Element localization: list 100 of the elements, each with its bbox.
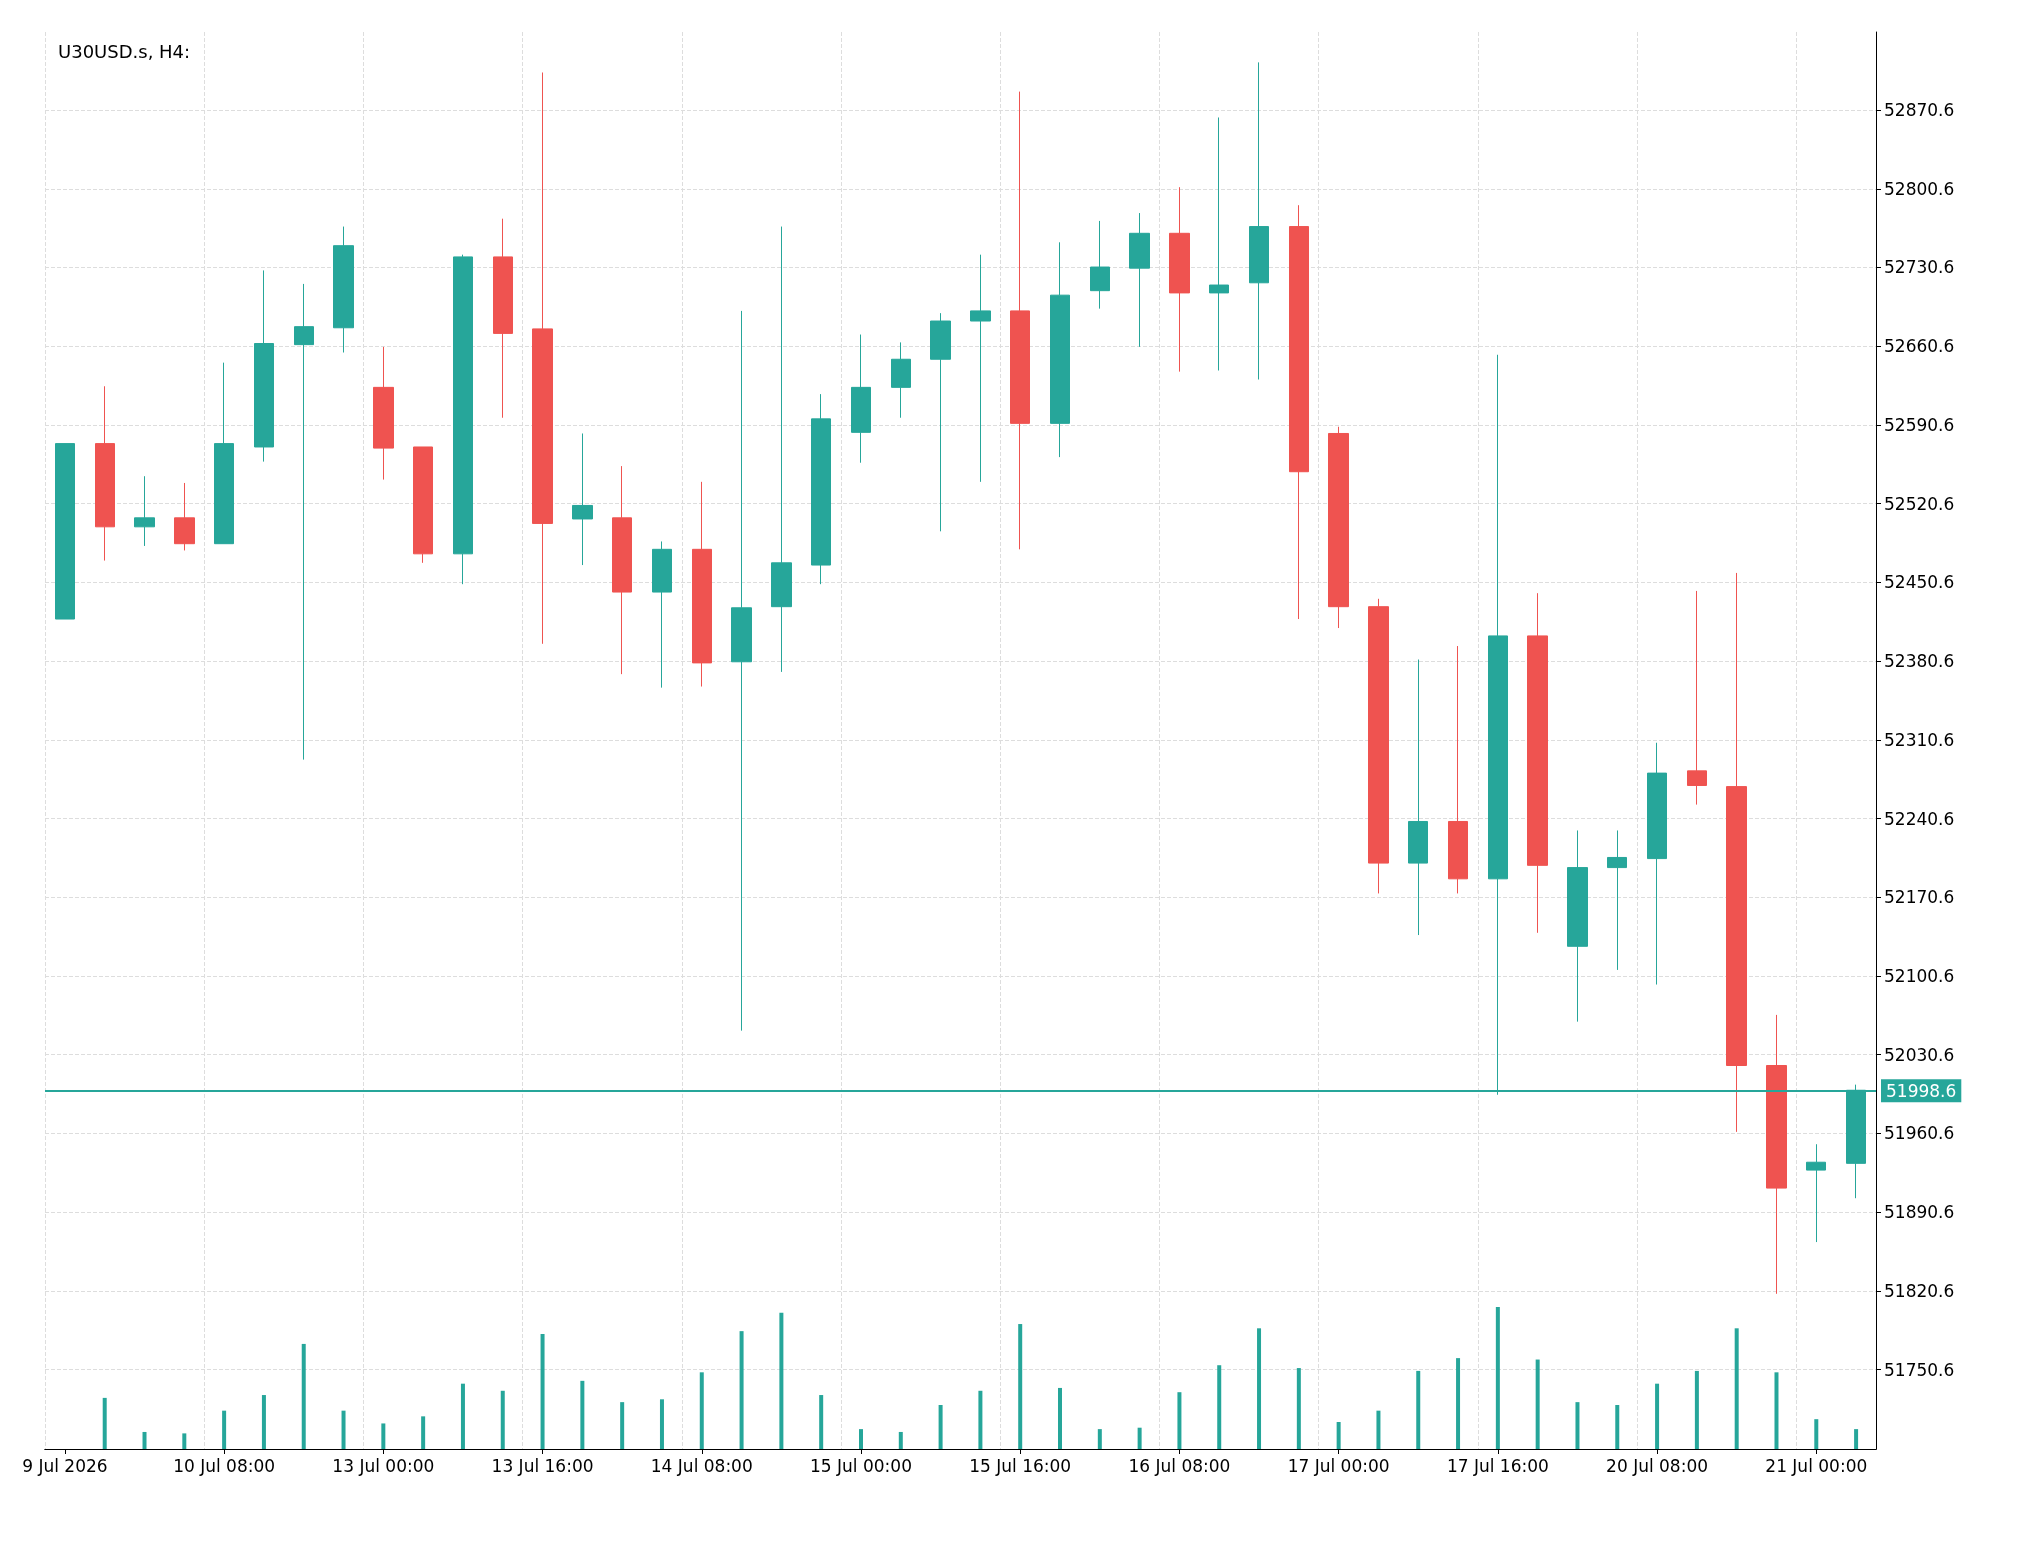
candlestick [1050, 241, 1070, 458]
candlestick [1766, 1014, 1787, 1295]
x-tick-label: 13 Jul 16:00 [491, 1455, 594, 1476]
candlestick [692, 481, 712, 688]
x-tick-label: 10 Jul 08:00 [173, 1455, 276, 1476]
x-tick-label: 9 Jul 2026 [22, 1455, 108, 1476]
candlestick [1249, 61, 1269, 380]
bar [301, 1343, 306, 1449]
y-tick-label: 51890.6 [1884, 1202, 1955, 1223]
candlestick [373, 346, 394, 481]
candlestick [612, 465, 632, 675]
x-tick-label: 13 Jul 00:00 [332, 1455, 435, 1476]
bar [500, 1390, 505, 1449]
candlestick [453, 254, 473, 585]
bar [1217, 1365, 1222, 1449]
bar [659, 1399, 664, 1449]
candlestick [95, 385, 115, 562]
bar [1694, 1370, 1699, 1449]
candlestick [1328, 426, 1349, 629]
bar [182, 1433, 187, 1449]
candlestick [771, 226, 792, 673]
candlestick [333, 226, 354, 354]
y-tick-label: 52730.6 [1884, 257, 1955, 278]
bar [1655, 1383, 1660, 1449]
bar [1535, 1359, 1540, 1449]
candlestick [413, 446, 433, 564]
bar [421, 1416, 426, 1449]
x-tick-label: 20 Jul 08:00 [1606, 1455, 1709, 1476]
candlestick [294, 283, 314, 761]
bar [1734, 1328, 1739, 1449]
bar [540, 1333, 545, 1449]
candlestick [1289, 204, 1309, 620]
bar [620, 1402, 625, 1449]
candlestick [1209, 116, 1229, 372]
candlestick [731, 310, 752, 1032]
candlestick [214, 362, 234, 545]
bar [779, 1312, 784, 1449]
y-tick-label: 51750.6 [1884, 1359, 1955, 1380]
bar [1177, 1392, 1182, 1449]
bar [222, 1410, 227, 1449]
candlestick [254, 269, 274, 463]
bar [1137, 1427, 1142, 1449]
candlestick [652, 540, 672, 689]
bar [699, 1372, 704, 1449]
x-tick-label: 17 Jul 00:00 [1287, 1455, 1390, 1476]
candlestick [1726, 572, 1747, 1133]
y-tick-label: 52310.6 [1884, 729, 1955, 750]
bar [1615, 1404, 1620, 1449]
bar [1814, 1419, 1819, 1449]
y-tick-label: 52870.6 [1884, 100, 1955, 121]
ref-line-label: 51998.6 [1886, 1080, 1957, 1101]
x-tick-label: 16 Jul 08:00 [1128, 1455, 1231, 1476]
y-tick-label: 52030.6 [1884, 1044, 1955, 1065]
candlestick [1527, 592, 1548, 934]
candlestick [1806, 1143, 1826, 1243]
candlestick [1169, 186, 1190, 373]
candlestick [891, 341, 911, 419]
candlestick [1448, 645, 1468, 894]
y-tick-label: 52380.6 [1884, 651, 1955, 672]
bar [1097, 1429, 1102, 1449]
bar [938, 1404, 943, 1449]
y-tick-label: 51820.6 [1884, 1280, 1955, 1301]
candlestick [811, 393, 831, 585]
x-tick-label: 21 Jul 00:00 [1765, 1455, 1868, 1476]
bar [142, 1431, 147, 1449]
bar [1336, 1422, 1341, 1449]
bar [341, 1410, 346, 1449]
bar [819, 1395, 824, 1449]
y-tick-label: 52660.6 [1884, 336, 1955, 357]
bar [1018, 1324, 1023, 1449]
y-tick-label: 52520.6 [1884, 493, 1955, 514]
bar [1376, 1410, 1381, 1449]
candlestick [970, 254, 991, 483]
x-tick-label: 15 Jul 00:00 [810, 1455, 912, 1476]
candlestick [1647, 742, 1667, 986]
candlestick [174, 482, 195, 551]
bar [1257, 1328, 1262, 1449]
bar [1296, 1368, 1301, 1449]
candlestick [1687, 590, 1707, 806]
bar [1854, 1429, 1859, 1449]
bar [1058, 1387, 1063, 1449]
x-tick-label: 17 Jul 16:00 [1446, 1455, 1549, 1476]
bar [1456, 1358, 1461, 1449]
candlestick [1607, 829, 1627, 971]
bar [381, 1423, 386, 1449]
y-tick-label: 51960.6 [1884, 1123, 1955, 1144]
bar [580, 1380, 585, 1449]
candlestick [1090, 220, 1110, 310]
bar [1416, 1370, 1421, 1449]
x-tick-label: 15 Jul 16:00 [969, 1455, 1072, 1476]
y-tick-label: 52800.6 [1884, 178, 1955, 199]
candlestick [1129, 212, 1150, 348]
x-tick-label: 14 Jul 08:00 [650, 1455, 753, 1476]
bar [858, 1429, 863, 1449]
y-tick-label: 52100.6 [1884, 965, 1955, 986]
candlestick [930, 312, 951, 532]
candlestick [55, 443, 75, 620]
candlestick [134, 475, 155, 547]
bar [261, 1395, 266, 1449]
candlestick [1368, 598, 1389, 894]
